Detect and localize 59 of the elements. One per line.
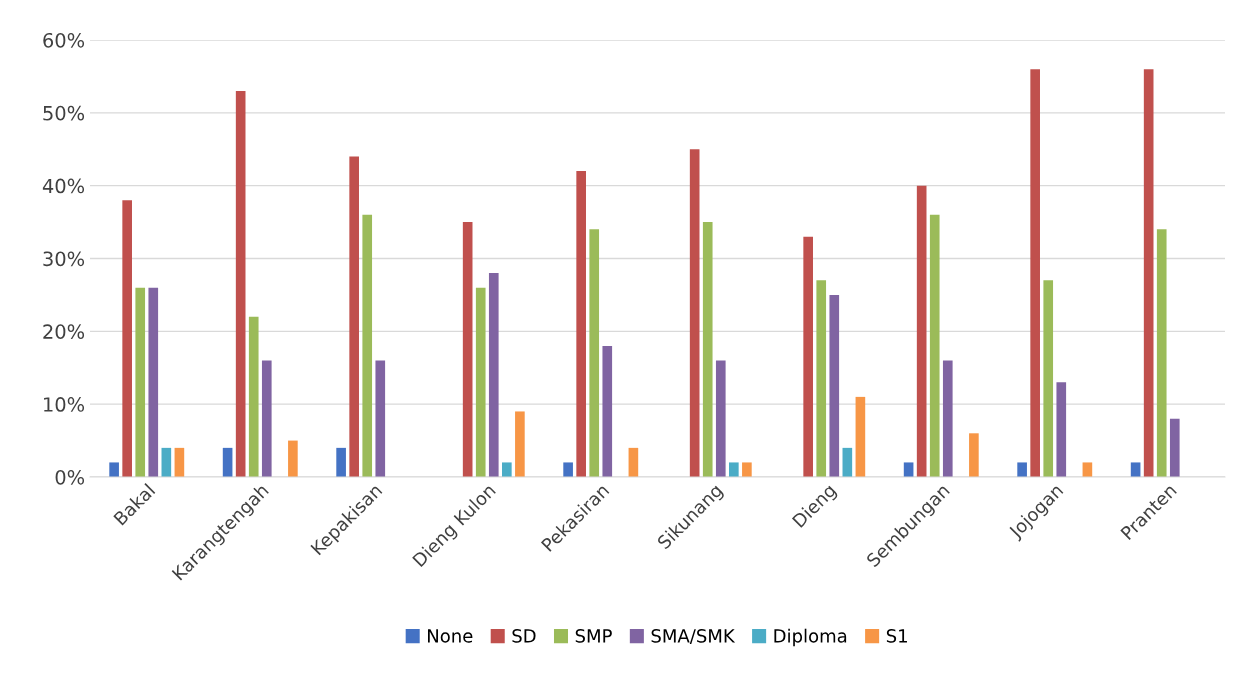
- bar: [742, 462, 752, 477]
- bar: [288, 440, 298, 477]
- bar: [803, 236, 813, 477]
- bar: [261, 360, 272, 477]
- bar: [362, 214, 373, 477]
- bar: [502, 462, 512, 477]
- bar: [349, 156, 359, 477]
- legend-label: SMA/SMK: [651, 629, 736, 645]
- bar: [1017, 462, 1027, 477]
- y-tick-label: 50%: [43, 105, 85, 121]
- bar: [855, 396, 866, 477]
- bar: [576, 171, 586, 477]
- bar: [1056, 382, 1067, 477]
- y-tick-label: 30%: [43, 251, 85, 267]
- bar: [235, 90, 246, 477]
- bar: [1143, 69, 1154, 477]
- y-tick-label: 0%: [55, 469, 85, 485]
- bar: [475, 287, 486, 477]
- y-tick-label: 60%: [43, 32, 85, 48]
- y-tick-label: 40%: [42, 178, 85, 194]
- legend-label: Diploma: [774, 628, 847, 647]
- legend-label: S1: [886, 629, 907, 643]
- bar: [589, 229, 600, 477]
- y-tick-label: 20%: [43, 324, 85, 339]
- bar: [1156, 229, 1167, 477]
- bar: [563, 462, 573, 477]
- bar: [689, 149, 700, 477]
- bar: [109, 462, 119, 477]
- bar: [135, 287, 146, 477]
- y-tick-label: 10%: [44, 397, 85, 412]
- bar: [1169, 418, 1180, 477]
- bar: [702, 222, 713, 477]
- bar: [842, 447, 853, 477]
- bar: [969, 433, 979, 477]
- bar: [122, 200, 132, 477]
- bar: [816, 280, 827, 477]
- bar: [375, 360, 386, 477]
- bar: [174, 447, 185, 477]
- bar: [462, 222, 473, 477]
- legend-label: None: [428, 629, 473, 643]
- legend-label: SMP: [575, 629, 612, 643]
- bar: [222, 447, 233, 477]
- bar: [148, 287, 159, 477]
- bar: [829, 294, 840, 477]
- bar: [1043, 280, 1054, 477]
- bar: [729, 462, 739, 477]
- bar: [942, 360, 953, 477]
- bar: [929, 214, 940, 477]
- bar: [628, 447, 639, 477]
- bar: [515, 411, 525, 477]
- bar: [916, 185, 927, 477]
- bar: [161, 447, 172, 477]
- bar: [488, 273, 499, 477]
- bar: [336, 447, 346, 477]
- legend-label: SD: [512, 629, 536, 643]
- bar: [715, 360, 726, 477]
- bar: [248, 316, 259, 477]
- bar: [1030, 69, 1040, 477]
- bar: [602, 345, 613, 477]
